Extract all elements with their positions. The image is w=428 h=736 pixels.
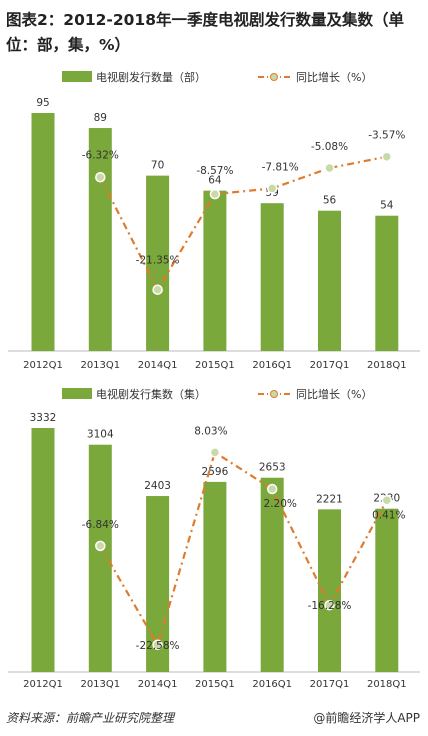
- x-tick-2016Q1: 2016Q1: [252, 679, 292, 690]
- x-tick-2018Q1: 2018Q1: [367, 679, 407, 690]
- bar-2018Q1: [375, 215, 399, 351]
- growth-point-2014Q1: [152, 639, 163, 651]
- growth-label-2016Q1: 2.20%: [264, 498, 297, 510]
- bar-label-2017Q1: 2221: [316, 493, 343, 505]
- bar-2012Q1: [31, 428, 55, 672]
- legend-label-bars: 电视剧发行数量（部）: [96, 70, 206, 84]
- bar-2016Q1: [260, 203, 284, 351]
- growth-label-2015Q1: 8.03%: [194, 425, 227, 437]
- growth-point-2016Q1: [266, 183, 278, 194]
- bar-2013Q1: [88, 128, 112, 351]
- x-tick-2017Q1: 2017Q1: [310, 360, 350, 371]
- legend-label-bars: 电视剧发行集数（集）: [96, 387, 206, 401]
- growth-label-2018Q1: -3.57%: [368, 130, 405, 142]
- x-tick-2015Q1: 2015Q1: [195, 679, 235, 690]
- growth-point-2016Q1: [266, 483, 278, 495]
- growth-label-2014Q1: -22.58%: [136, 640, 180, 652]
- growth-label-2013Q1: -6.32%: [82, 149, 119, 161]
- bar-label-2013Q1: 3104: [87, 429, 114, 441]
- x-tick-2012Q1: 2012Q1: [23, 360, 63, 371]
- growth-label-2014Q1: -21.35%: [136, 255, 180, 267]
- growth-point-2015Q1: [209, 188, 221, 200]
- bar-label-2015Q1: 2596: [202, 466, 229, 478]
- chart-title: 图表2：2012-2018年一季度电视剧发行数量及集数（单位：部，集，%）: [6, 11, 404, 54]
- bar-2012Q1: [31, 113, 55, 351]
- growth-point-2013Q1: [95, 540, 106, 552]
- growth-point-2018Q1: [381, 151, 393, 162]
- bar-label-2014Q1: 2403: [144, 480, 171, 492]
- bar-label-2017Q1: 56: [323, 195, 337, 207]
- growth-label-2016Q1: -7.81%: [262, 161, 299, 173]
- growth-point-2017Q1: [324, 162, 335, 174]
- legend-swatch-bars: [62, 71, 92, 82]
- x-tick-2016Q1: 2016Q1: [252, 360, 292, 371]
- x-tick-2013Q1: 2013Q1: [80, 679, 120, 690]
- growth-point-2017Q1: [324, 599, 335, 611]
- x-tick-2012Q1: 2012Q1: [23, 679, 63, 690]
- growth-point-2018Q1: [381, 495, 393, 506]
- growth-label-2018Q1: 0.41%: [372, 509, 405, 521]
- growth-label-2015Q1: -8.57%: [196, 165, 233, 177]
- bar-label-2014Q1: 70: [151, 160, 164, 172]
- bar-2016Q1: [260, 477, 284, 672]
- bar-2013Q1: [88, 444, 112, 672]
- growth-line: [99, 155, 388, 292]
- x-tick-2013Q1: 2013Q1: [80, 360, 120, 371]
- x-tick-2014Q1: 2014Q1: [138, 360, 178, 371]
- growth-point-2013Q1: [95, 172, 106, 183]
- bar-label-2012Q1: 95: [36, 97, 49, 109]
- bar-2017Q1: [318, 210, 341, 351]
- growth-label-2013Q1: -6.84%: [82, 519, 119, 531]
- legend-marker-growth: [270, 390, 278, 398]
- x-tick-2015Q1: 2015Q1: [195, 360, 235, 371]
- legend-marker-growth: [270, 73, 278, 81]
- bar-2017Q1: [318, 509, 341, 672]
- growth-label-2017Q1: -16.28%: [308, 600, 352, 612]
- legend-label-growth: 同比增长（%）: [296, 70, 372, 84]
- growth-point-2014Q1: [152, 284, 163, 295]
- bar-2015Q1: [203, 190, 227, 351]
- x-tick-2014Q1: 2014Q1: [138, 679, 178, 690]
- brand-credit: @前瞻经济学人APP: [313, 711, 420, 725]
- bar-label-2015Q1: 64: [208, 175, 222, 187]
- bar-label-2018Q1: 54: [380, 200, 394, 212]
- bar-label-2013Q1: 89: [94, 112, 107, 124]
- legend-label-growth: 同比增长（%）: [296, 387, 372, 401]
- bar-label-2016Q1: 2653: [259, 462, 286, 474]
- growth-point-2015Q1: [209, 447, 221, 458]
- legend-swatch-bars: [62, 388, 92, 399]
- x-tick-2018Q1: 2018Q1: [367, 360, 407, 371]
- bar-label-2012Q1: 3332: [30, 412, 57, 424]
- bar-2018Q1: [375, 508, 399, 672]
- growth-label-2017Q1: -5.08%: [311, 141, 348, 153]
- source-note: 资料来源：前瞻产业研究院整理: [6, 711, 175, 725]
- bar-2014Q1: [146, 175, 170, 351]
- bar-2015Q1: [203, 481, 227, 672]
- x-tick-2017Q1: 2017Q1: [310, 679, 350, 690]
- bar-2014Q1: [146, 496, 170, 672]
- growth-line: [99, 450, 388, 648]
